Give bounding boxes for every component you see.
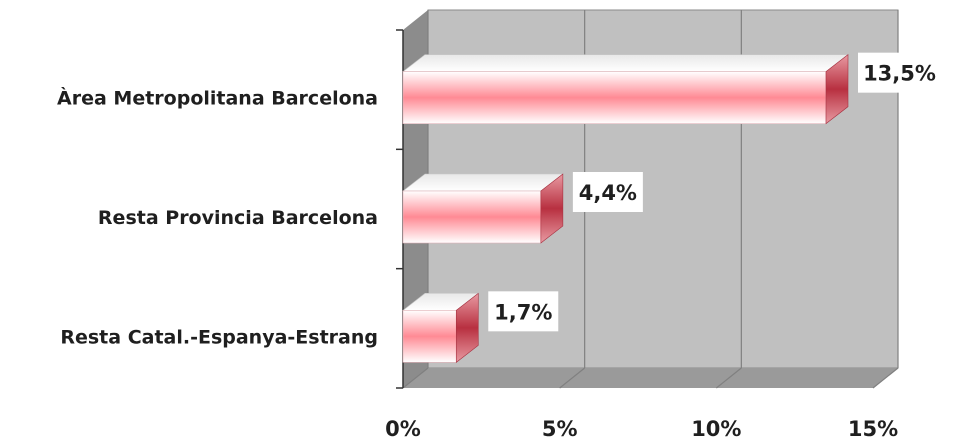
svg-text:13,5%: 13,5% xyxy=(863,62,936,86)
svg-text:4,4%: 4,4% xyxy=(579,181,637,205)
category-label-1: Resta Provincia Barcelona xyxy=(98,207,378,229)
x-tick-labels: 0% 5% 10% 15% xyxy=(385,417,898,441)
bar-2 xyxy=(402,292,480,363)
data-labels: 13,5% 4,4% 1,7% xyxy=(488,52,941,332)
data-label-1: 4,4% xyxy=(572,172,643,212)
svg-text:1,7%: 1,7% xyxy=(494,300,552,324)
category-label-2: Resta Catal.-Espanya-Estrang xyxy=(60,326,378,348)
data-label-0: 13,5% xyxy=(858,52,941,93)
bar-0 xyxy=(402,54,849,125)
bars xyxy=(402,54,849,363)
x-tick-label-2: 10% xyxy=(691,417,741,441)
category-label-0: Àrea Metropolitana Barcelona xyxy=(57,87,378,110)
data-label-2: 1,7% xyxy=(488,291,559,332)
x-tick-label-0: 0% xyxy=(385,417,421,441)
plot-floor xyxy=(403,368,898,388)
x-tick-label-1: 5% xyxy=(542,417,578,441)
x-tick-label-3: 15% xyxy=(848,417,898,441)
category-labels: Àrea Metropolitana Barcelona Resta Provin… xyxy=(57,87,378,349)
category-axis xyxy=(396,29,404,389)
bar-1 xyxy=(402,173,564,244)
